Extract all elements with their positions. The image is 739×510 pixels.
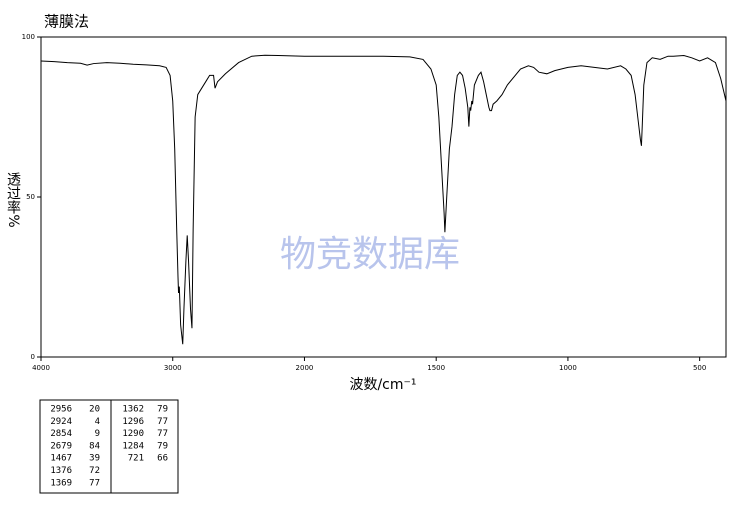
peak-transmittance: 77 xyxy=(89,478,100,488)
peak-transmittance: 84 xyxy=(89,441,100,451)
peak-transmittance: 39 xyxy=(89,454,100,464)
x-tick-label: 3000 xyxy=(164,364,182,372)
peak-wavenumber: 1369 xyxy=(50,478,72,488)
peak-wavenumber: 2679 xyxy=(50,441,72,451)
peak-wavenumber: 2854 xyxy=(50,429,72,439)
peak-transmittance: 72 xyxy=(89,466,100,476)
peak-wavenumber: 2924 xyxy=(50,417,72,427)
x-tick-label: 2000 xyxy=(296,364,314,372)
peak-wavenumber: 1362 xyxy=(122,405,144,415)
peak-transmittance: 77 xyxy=(157,417,168,427)
peak-transmittance: 20 xyxy=(89,405,100,415)
peak-wavenumber: 1290 xyxy=(122,429,144,439)
x-tick-label: 4000 xyxy=(32,364,50,372)
peak-wavenumber: 1284 xyxy=(122,441,144,451)
x-tick-label: 500 xyxy=(693,364,706,372)
peak-transmittance: 4 xyxy=(95,417,100,427)
peak-transmittance: 9 xyxy=(95,429,100,439)
spectrum-line xyxy=(40,54,727,345)
peak-transmittance: 77 xyxy=(157,429,168,439)
y-tick-label: 0 xyxy=(31,353,35,361)
y-tick-label: 50 xyxy=(26,193,35,201)
peak-transmittance: 79 xyxy=(157,441,168,451)
chart-title: 薄膜法 xyxy=(44,13,89,31)
watermark: 物竞数据库 xyxy=(280,234,460,275)
peak-wavenumber: 1376 xyxy=(50,466,72,476)
peak-wavenumber: 721 xyxy=(128,454,144,464)
plot-frame xyxy=(40,36,727,358)
y-axis-label: 透过率% xyxy=(5,172,21,227)
peak-transmittance: 79 xyxy=(157,405,168,415)
x-tick-label: 1000 xyxy=(559,364,577,372)
peak-wavenumber: 2956 xyxy=(50,405,72,415)
peak-transmittance: 66 xyxy=(157,454,168,464)
x-axis-label: 波数/cm⁻¹ xyxy=(349,377,416,393)
y-tick-label: 100 xyxy=(22,33,35,41)
peak-wavenumber: 1467 xyxy=(50,454,72,464)
peak-table-frame xyxy=(39,399,179,494)
peak-wavenumber: 1296 xyxy=(122,417,144,427)
x-tick-label: 1500 xyxy=(427,364,445,372)
